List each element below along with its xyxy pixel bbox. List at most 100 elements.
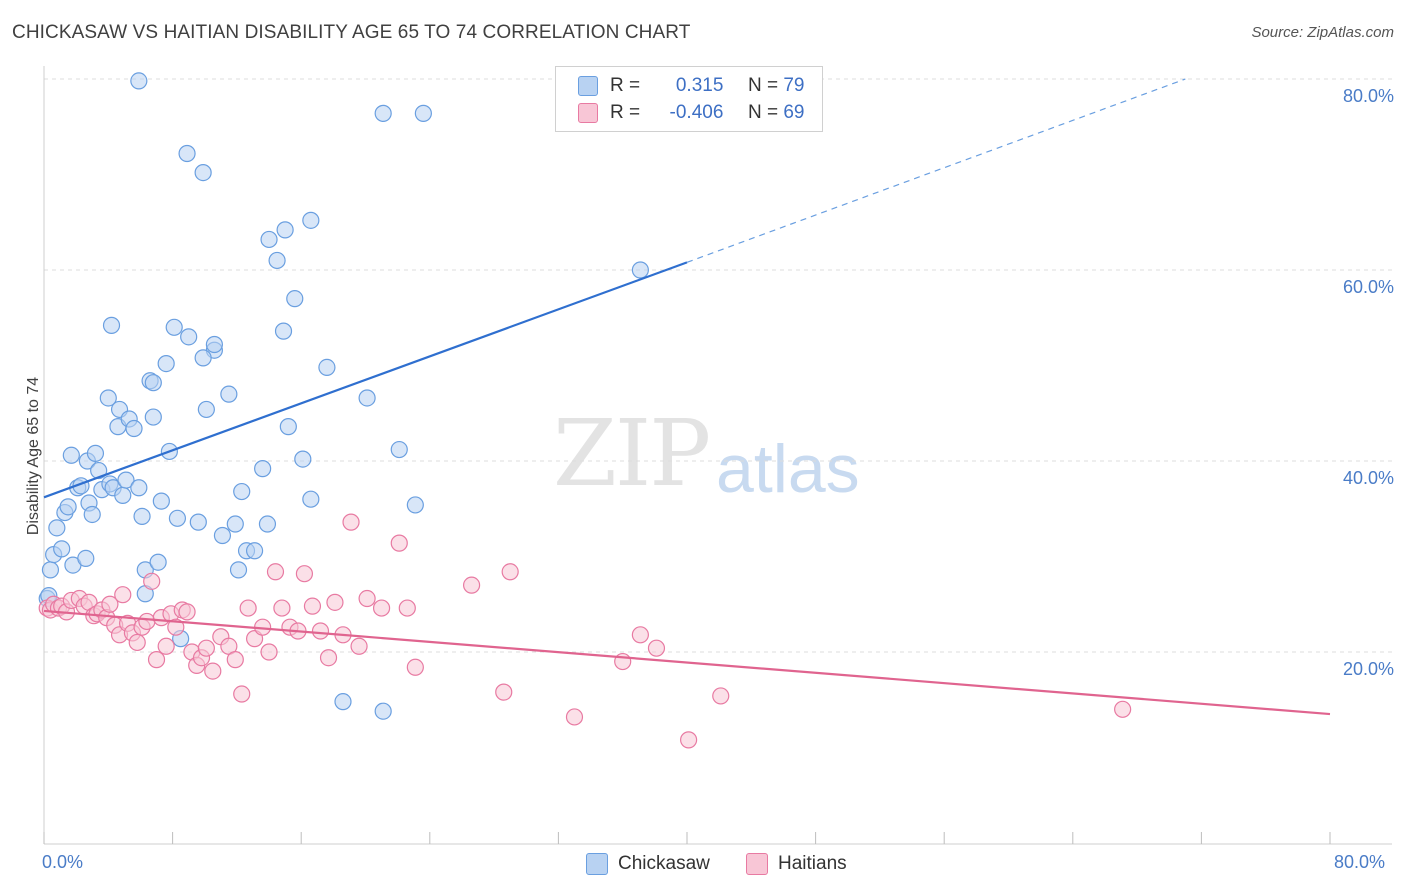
legend-r-label: R = [610, 102, 641, 123]
data-point-haitians [501, 563, 519, 581]
data-point-chickasaw [117, 471, 135, 489]
bottom-legend-chickasaw: Chickasaw [586, 852, 726, 876]
data-point-chickasaw [276, 221, 294, 239]
data-point-chickasaw [77, 549, 95, 568]
data-point-haitians [260, 643, 278, 661]
data-point-chickasaw [294, 450, 312, 468]
data-point-chickasaw [226, 515, 244, 533]
legend-r-value-chickasaw: 0.315 [675, 75, 724, 96]
data-point-chickasaw [374, 104, 392, 122]
data-point-haitians [406, 658, 424, 676]
data-point-chickasaw [178, 144, 196, 163]
data-point-chickasaw [205, 335, 223, 354]
data-point-chickasaw [229, 561, 248, 579]
data-point-chickasaw [59, 498, 77, 516]
data-point-haitians [114, 586, 132, 604]
data-point-chickasaw [302, 490, 320, 508]
data-point-chickasaw [41, 561, 60, 579]
data-point-chickasaw [260, 230, 278, 249]
data-point-haitians [1114, 700, 1132, 718]
data-point-haitians [157, 637, 175, 655]
data-point-haitians [319, 649, 338, 667]
data-point-chickasaw [189, 513, 207, 531]
trend-line-haitians [43, 609, 1331, 716]
legend-r-value-haitians: -0.406 [669, 102, 724, 123]
data-point-haitians [372, 599, 391, 617]
chart-title: CHICKASAW VS HAITIAN DISABILITY AGE 65 T… [12, 22, 691, 43]
data-point-haitians [239, 599, 257, 617]
data-point-chickasaw [279, 418, 297, 436]
legend-swatch-chickasaw [578, 76, 598, 96]
data-point-haitians [462, 576, 481, 594]
data-point-chickasaw [125, 419, 143, 438]
watermark-zip: ZIP [553, 400, 711, 507]
data-point-chickasaw [258, 515, 277, 533]
data-point-chickasaw [254, 460, 272, 478]
data-point-haitians [197, 639, 215, 657]
legend-n-label: N = [747, 102, 779, 123]
data-point-haitians [311, 622, 330, 640]
data-point-chickasaw [194, 349, 212, 367]
data-point-chickasaw [245, 542, 264, 560]
data-point-chickasaw [274, 322, 293, 340]
data-point-haitians [138, 612, 156, 631]
data-point-haitians [204, 662, 222, 680]
data-point-chickasaw [197, 400, 215, 419]
data-point-haitians [273, 599, 291, 617]
legend-n-value-haitians: 69 [783, 102, 805, 123]
legend-n-value-chickasaw: 79 [783, 75, 805, 96]
x-tick-label-0: 0.0% [42, 852, 84, 872]
data-point-chickasaw [318, 358, 336, 377]
data-point-chickasaw [62, 446, 80, 464]
data-point-chickasaw [390, 440, 408, 459]
data-point-chickasaw [157, 354, 175, 373]
y-tick-label-20: 20.0% [1342, 659, 1394, 679]
data-point-chickasaw [130, 72, 148, 90]
bottom-legend-haitians: Haitians [746, 852, 866, 876]
data-point-chickasaw [302, 211, 320, 229]
legend-r-label: R = [610, 75, 641, 96]
data-point-chickasaw [406, 496, 424, 514]
data-point-chickasaw [268, 251, 286, 270]
source-label: Source: ZipAtlas.com [1251, 24, 1394, 41]
data-point-haitians [226, 651, 244, 669]
y-tick-label-60: 60.0% [1342, 277, 1394, 297]
data-point-chickasaw [220, 385, 238, 403]
correlation-legend: R = 0.315 N = 79 R = -0.406 N = 69 [555, 66, 823, 132]
data-point-haitians [398, 599, 416, 617]
watermark-atlas: atlas [716, 431, 860, 507]
data-point-chickasaw [180, 328, 198, 346]
data-point-chickasaw [358, 389, 376, 407]
data-point-chickasaw [144, 374, 162, 392]
y-tick-label-40: 40.0% [1342, 468, 1394, 488]
data-point-haitians [647, 639, 666, 657]
y-tick-label-80: 80.0% [1342, 86, 1394, 106]
bottom-legend-swatch-chickasaw [586, 853, 608, 875]
data-point-haitians [143, 572, 161, 590]
legend-n-label: N = [747, 75, 779, 96]
data-point-chickasaw [48, 519, 66, 537]
data-point-haitians [712, 687, 730, 705]
data-point-chickasaw [53, 540, 71, 558]
data-point-chickasaw [149, 553, 167, 571]
data-point-haitians [390, 534, 408, 552]
data-point-chickasaw [334, 693, 352, 711]
bottom-legend-swatch-haitians [746, 853, 768, 875]
data-point-chickasaw [213, 526, 232, 545]
data-point-haitians [295, 565, 314, 583]
data-point-haitians [342, 513, 360, 531]
bottom-legend-label-haitians: Haitians [778, 853, 847, 874]
data-point-haitians [101, 595, 119, 613]
trend-line-extension-chickasaw [686, 78, 1186, 263]
data-point-chickasaw [414, 104, 432, 122]
data-point-chickasaw [114, 486, 132, 504]
trend-line-chickasaw [43, 261, 688, 499]
data-point-haitians [147, 651, 166, 669]
data-point-chickasaw [631, 261, 649, 279]
legend-swatch-haitians [578, 103, 598, 123]
data-point-chickasaw [168, 509, 187, 527]
data-point-haitians [167, 618, 185, 636]
data-point-chickasaw [83, 505, 101, 524]
data-point-haitians [266, 563, 285, 581]
